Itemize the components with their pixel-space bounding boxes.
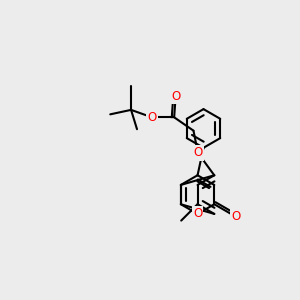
Text: O: O [193, 207, 202, 220]
Text: O: O [193, 146, 203, 160]
Text: O: O [171, 90, 180, 103]
Text: O: O [147, 111, 157, 124]
Text: O: O [231, 210, 241, 223]
